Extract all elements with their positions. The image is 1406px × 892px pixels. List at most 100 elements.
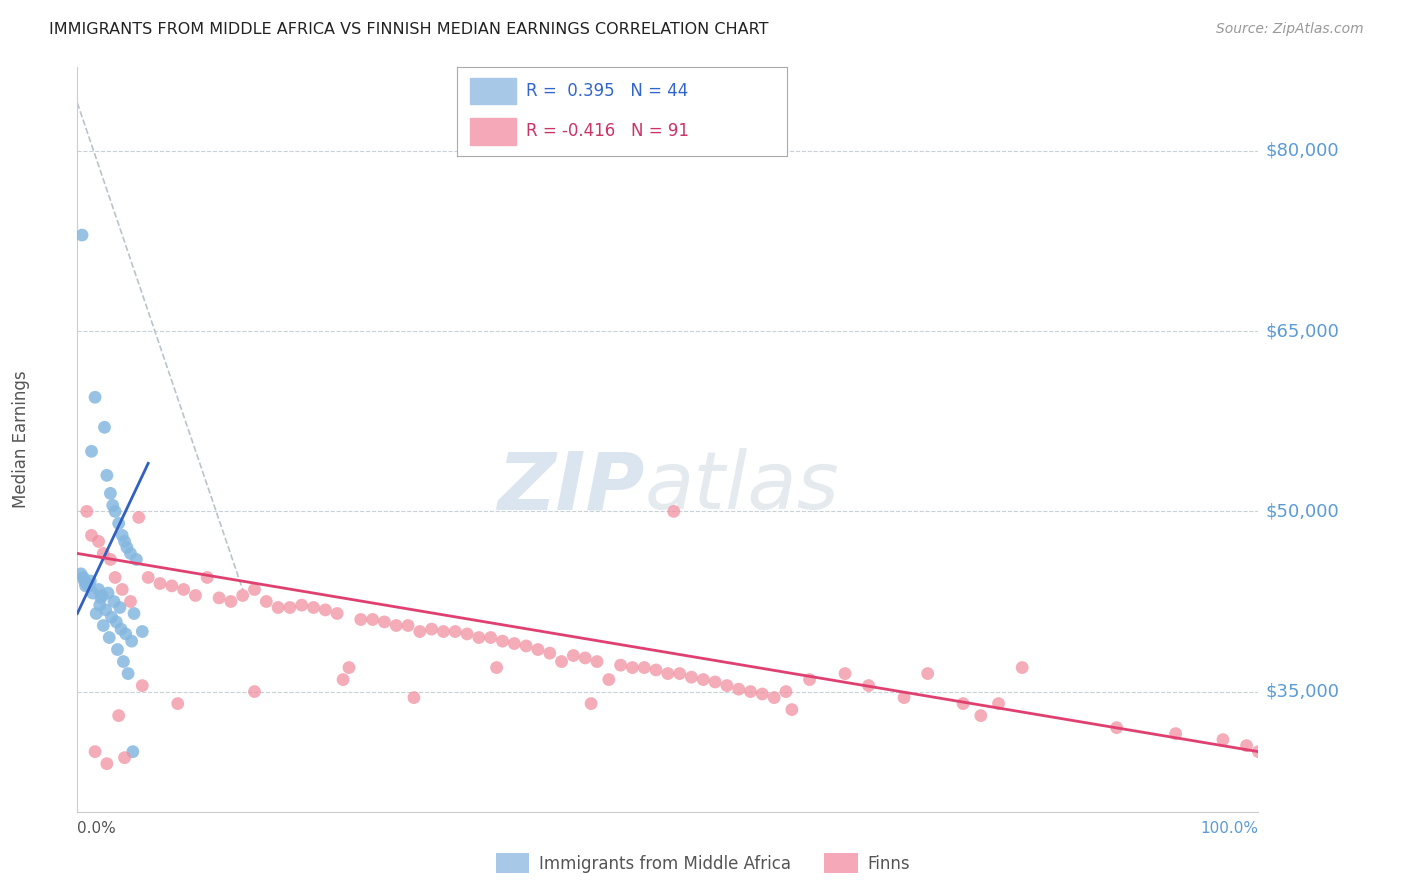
Point <box>76 504 98 518</box>
Point <box>1105 721 1128 735</box>
Point <box>278 600 301 615</box>
Point <box>621 660 644 674</box>
Point <box>1236 739 1258 753</box>
Point <box>243 582 266 597</box>
Point <box>468 631 491 645</box>
Point <box>254 594 277 608</box>
Point <box>107 642 129 657</box>
Point <box>91 546 114 560</box>
Point <box>668 666 690 681</box>
Point <box>834 666 856 681</box>
Point <box>84 607 107 621</box>
Bar <box>470 118 516 145</box>
Point <box>917 666 939 681</box>
Point <box>1011 660 1033 674</box>
Point <box>485 660 508 674</box>
Point <box>420 622 443 636</box>
Point <box>444 624 467 639</box>
Point <box>98 631 121 645</box>
Point <box>385 618 408 632</box>
Text: 0.0%: 0.0% <box>77 821 117 836</box>
Point <box>716 679 738 693</box>
Point <box>987 697 1010 711</box>
Point <box>105 615 128 629</box>
Point <box>121 634 143 648</box>
Text: Median Earnings: Median Earnings <box>13 370 30 508</box>
Point <box>104 504 127 518</box>
Point <box>780 703 803 717</box>
Point <box>763 690 786 705</box>
Point <box>90 591 112 605</box>
Point <box>704 675 727 690</box>
Point <box>89 598 111 612</box>
Point <box>527 642 550 657</box>
Point <box>491 634 513 648</box>
Point <box>100 486 122 500</box>
Point <box>96 756 118 771</box>
Point <box>267 600 290 615</box>
Point <box>456 627 478 641</box>
Point <box>952 697 974 711</box>
Point <box>108 600 131 615</box>
Point <box>396 618 419 632</box>
Text: ZIP: ZIP <box>496 449 644 526</box>
Point <box>87 582 110 597</box>
Point <box>970 708 993 723</box>
Point <box>96 468 118 483</box>
Point <box>70 228 93 243</box>
Point <box>361 613 384 627</box>
Point <box>609 658 631 673</box>
Point <box>858 679 880 693</box>
Text: R = -0.416   N = 91: R = -0.416 N = 91 <box>526 122 689 140</box>
Bar <box>470 78 516 104</box>
Point <box>101 499 124 513</box>
Point <box>94 603 117 617</box>
Point <box>332 673 354 687</box>
Point <box>515 639 537 653</box>
Point <box>681 670 703 684</box>
Point <box>1247 745 1270 759</box>
Text: R =  0.395   N = 44: R = 0.395 N = 44 <box>526 82 689 100</box>
Text: atlas: atlas <box>644 449 839 526</box>
Text: Source: ZipAtlas.com: Source: ZipAtlas.com <box>1216 22 1364 37</box>
Point <box>103 594 125 608</box>
Point <box>775 684 797 698</box>
Point <box>219 594 242 608</box>
Point <box>350 613 373 627</box>
Point <box>184 589 207 603</box>
Point <box>107 516 129 531</box>
Point <box>727 682 749 697</box>
Point <box>115 541 138 555</box>
Point <box>114 627 136 641</box>
Point <box>77 579 100 593</box>
Point <box>136 570 159 584</box>
Point <box>73 574 96 588</box>
Point <box>579 697 602 711</box>
Point <box>72 570 94 584</box>
Point <box>120 594 142 608</box>
Text: $35,000: $35,000 <box>1265 682 1340 700</box>
Point <box>100 552 122 566</box>
Point <box>125 552 148 566</box>
Point <box>76 576 98 591</box>
Text: $80,000: $80,000 <box>1265 142 1339 160</box>
Point <box>1164 726 1187 740</box>
Point <box>84 390 107 404</box>
Point <box>662 504 685 518</box>
Point <box>80 444 103 458</box>
Point <box>160 579 183 593</box>
Point <box>91 618 114 632</box>
Point <box>75 579 97 593</box>
Text: $50,000: $50,000 <box>1265 502 1339 520</box>
Point <box>114 750 136 764</box>
Point <box>243 684 266 698</box>
Point <box>131 624 153 639</box>
Point <box>121 745 143 759</box>
Point <box>692 673 714 687</box>
Point <box>93 420 115 434</box>
Point <box>409 624 432 639</box>
Point <box>104 570 127 584</box>
Point <box>432 624 454 639</box>
Point <box>402 690 425 705</box>
Point <box>122 607 145 621</box>
